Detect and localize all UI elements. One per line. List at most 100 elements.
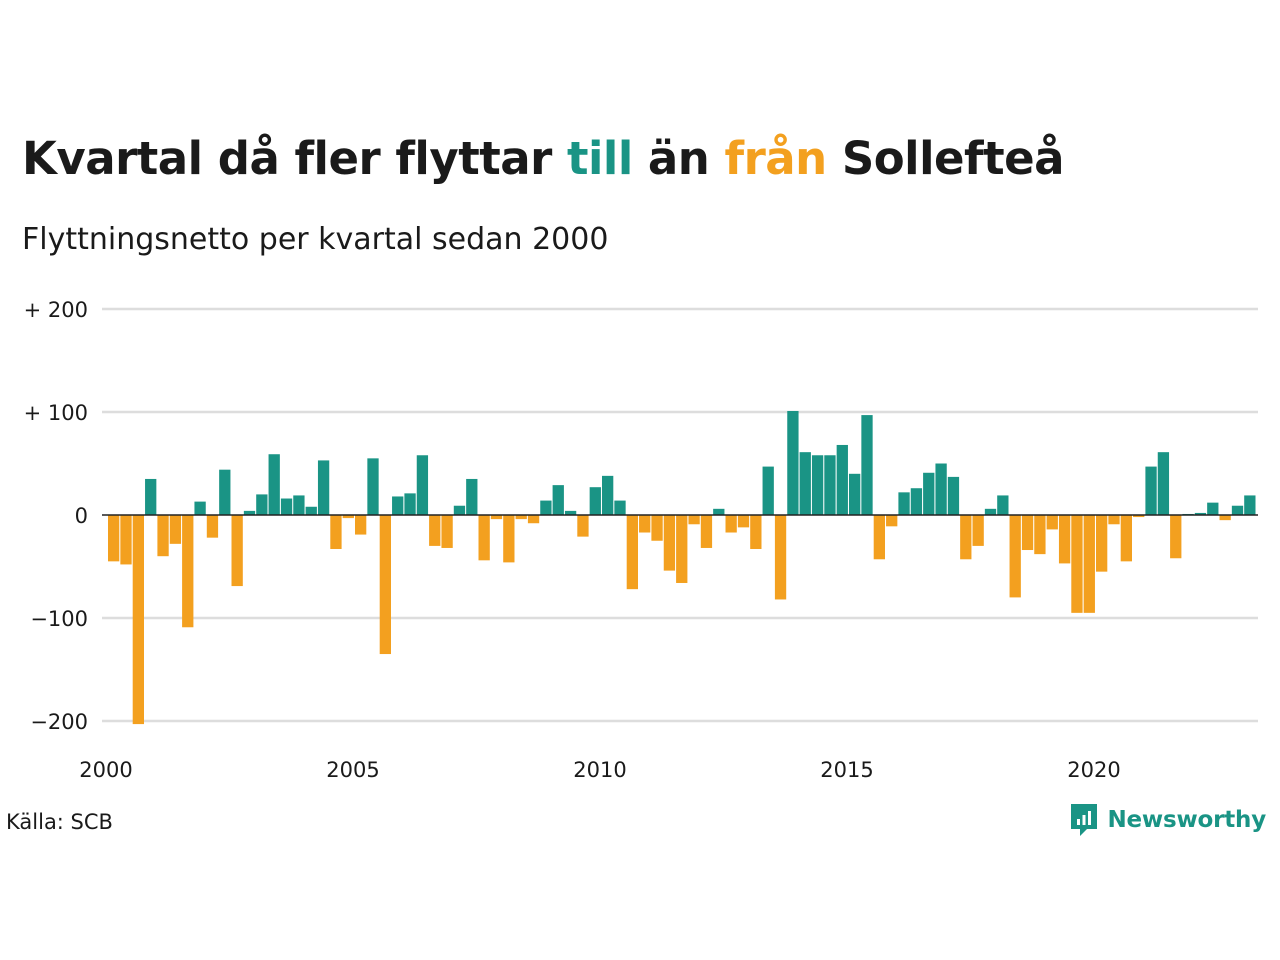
bar bbox=[1071, 515, 1083, 613]
bar bbox=[873, 515, 885, 560]
bar bbox=[1096, 515, 1108, 572]
bar bbox=[910, 488, 923, 515]
bar bbox=[552, 485, 564, 515]
bar bbox=[392, 496, 404, 515]
bar bbox=[1046, 515, 1058, 530]
brand-logo[interactable]: Newsworthy bbox=[1069, 802, 1266, 838]
bar bbox=[960, 515, 972, 560]
bar bbox=[1108, 515, 1120, 525]
bar bbox=[947, 476, 960, 515]
bar bbox=[774, 515, 787, 600]
y-tick-label: + 100 bbox=[24, 401, 88, 425]
bar bbox=[564, 510, 577, 515]
bar-chart: + 200 + 100 0 −100 −200 2000 2005 2010 2015 2020 bbox=[24, 298, 1258, 782]
bar bbox=[404, 493, 416, 515]
bar bbox=[1207, 502, 1219, 515]
bar bbox=[639, 515, 651, 533]
bar bbox=[540, 500, 552, 515]
x-axis-labels: 2000 2005 2010 2015 2020 bbox=[79, 758, 1120, 782]
bar bbox=[108, 515, 120, 562]
chart-title: Kvartal då fler flyttar till än från Sol… bbox=[22, 132, 1065, 185]
bar bbox=[602, 475, 614, 515]
x-tick-label: 2015 bbox=[820, 758, 873, 782]
bar bbox=[231, 515, 243, 587]
title-part-5: Sollefteå bbox=[826, 132, 1065, 185]
brand-name: Newsworthy bbox=[1107, 807, 1266, 833]
bar bbox=[614, 500, 626, 515]
bar bbox=[787, 410, 799, 515]
bar bbox=[416, 455, 429, 515]
bar bbox=[577, 515, 589, 537]
bar bbox=[663, 515, 676, 571]
bar bbox=[305, 506, 317, 515]
bar bbox=[886, 515, 898, 527]
bar bbox=[194, 501, 206, 515]
bar bbox=[824, 455, 836, 515]
bar bbox=[256, 494, 268, 515]
bar bbox=[811, 455, 824, 515]
bar bbox=[1219, 515, 1231, 521]
bar bbox=[367, 458, 379, 515]
bar bbox=[330, 515, 342, 549]
bar bbox=[1133, 515, 1145, 518]
bars bbox=[108, 410, 1256, 725]
x-tick-label: 2005 bbox=[326, 758, 379, 782]
bar bbox=[737, 515, 750, 528]
y-axis-labels: + 200 + 100 0 −100 −200 bbox=[24, 298, 88, 734]
y-tick-label: −200 bbox=[30, 710, 88, 734]
bar bbox=[799, 452, 811, 515]
bar bbox=[182, 515, 194, 628]
bar bbox=[700, 515, 713, 548]
bar bbox=[849, 473, 861, 515]
bar bbox=[169, 515, 182, 544]
bar bbox=[1120, 515, 1132, 562]
bar bbox=[157, 515, 169, 557]
title-word-fran: från bbox=[724, 132, 828, 185]
bar bbox=[503, 515, 515, 563]
bar bbox=[725, 515, 737, 533]
bar bbox=[1009, 515, 1021, 598]
bar bbox=[836, 444, 848, 515]
bar bbox=[441, 515, 453, 548]
bar bbox=[713, 508, 725, 515]
bar bbox=[1170, 515, 1182, 559]
bar bbox=[1021, 515, 1034, 551]
bar bbox=[651, 515, 663, 541]
bar bbox=[1231, 505, 1244, 515]
bar bbox=[1034, 515, 1046, 555]
bar bbox=[317, 460, 330, 515]
bar bbox=[466, 478, 478, 515]
bar bbox=[898, 492, 910, 515]
bar bbox=[1194, 512, 1207, 515]
bar bbox=[490, 515, 503, 520]
bar bbox=[132, 515, 144, 725]
bar bbox=[750, 515, 762, 549]
bar bbox=[206, 515, 219, 538]
bar bbox=[688, 515, 700, 525]
y-tick-label: + 200 bbox=[24, 298, 88, 322]
bar bbox=[676, 515, 688, 583]
bar bbox=[243, 510, 256, 515]
bar bbox=[145, 478, 157, 515]
bar bbox=[355, 515, 367, 535]
x-tick-label: 2020 bbox=[1067, 758, 1120, 782]
grid-lines bbox=[102, 307, 1258, 723]
bar bbox=[342, 515, 354, 519]
bar bbox=[219, 469, 231, 515]
bar bbox=[379, 515, 391, 655]
bar bbox=[984, 508, 997, 515]
bar bbox=[972, 515, 984, 546]
title-part-3: än bbox=[632, 132, 725, 185]
bar bbox=[527, 515, 540, 524]
title-part-1: Kvartal då fler flyttar bbox=[22, 132, 567, 185]
title-word-till: till bbox=[566, 132, 633, 185]
bar bbox=[1244, 495, 1256, 515]
bar bbox=[935, 463, 947, 515]
bar bbox=[1058, 515, 1071, 564]
bar bbox=[268, 454, 280, 515]
bar bbox=[923, 472, 935, 515]
bar bbox=[762, 466, 774, 515]
newsworthy-logo-icon bbox=[1071, 804, 1098, 836]
bar bbox=[453, 505, 466, 515]
y-tick-label: −100 bbox=[30, 607, 88, 631]
